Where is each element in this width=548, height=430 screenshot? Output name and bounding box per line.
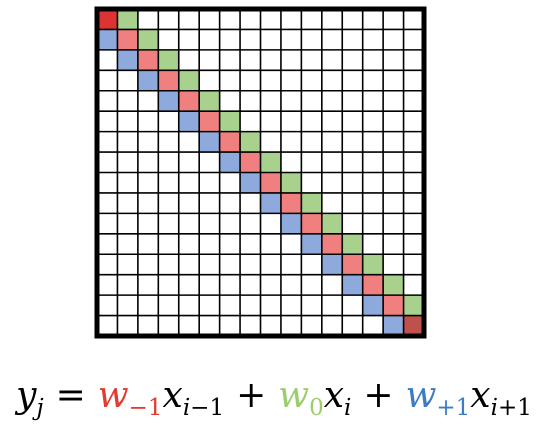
tridiagonal-matrix-figure (94, 6, 427, 339)
super-diagonal-cell (199, 90, 220, 112)
sub-diagonal-cell (199, 131, 220, 153)
sub-diagonal-cell (137, 70, 159, 91)
sub-diagonal-cell (240, 172, 261, 193)
main-diagonal-cell (97, 9, 118, 30)
term-w-plus-1: w+1xi+1 (405, 374, 532, 421)
main-diagonal-cell (178, 90, 200, 112)
super-diagonal-cell (342, 233, 363, 255)
sub-diagonal-cell (280, 213, 302, 234)
super-diagonal-cell (260, 152, 281, 173)
super-diagonal-cell (403, 295, 424, 316)
main-diagonal-cell (342, 254, 363, 275)
main-diagonal-cell (321, 233, 343, 255)
convolution-equation: yj = w−1xi−1 + w0xi + w+1xi+1 (0, 360, 548, 430)
sub-diagonal-cell (97, 29, 118, 50)
main-diagonal-cell (383, 295, 404, 316)
term-w-minus-1: w−1xi−1 (97, 374, 225, 421)
main-diagonal-cell (240, 152, 261, 173)
equation-lhs: yj (16, 374, 44, 421)
super-diagonal-cell (117, 9, 138, 30)
sub-diagonal-cell (383, 315, 404, 336)
main-diagonal-cell (199, 111, 220, 132)
super-diagonal-cell (240, 131, 261, 153)
equals-sign: = (55, 374, 86, 416)
sub-diagonal-cell (301, 233, 322, 255)
sub-diagonal-cell (342, 274, 363, 296)
main-diagonal-cell (137, 49, 159, 71)
super-diagonal-cell (158, 49, 179, 71)
main-diagonal-cell (219, 131, 241, 153)
main-diagonal-cell (260, 172, 281, 193)
sub-diagonal-cell (117, 49, 138, 71)
plus-sign-1: + (236, 374, 267, 416)
super-diagonal-cell (301, 192, 322, 214)
main-diagonal-cell (362, 274, 384, 296)
super-diagonal-cell (321, 213, 343, 234)
sub-diagonal-cell (178, 111, 200, 132)
sub-diagonal-cell (158, 90, 179, 112)
super-diagonal-cell (178, 70, 200, 91)
main-diagonal-cell (117, 29, 138, 50)
matrix-gridlines (97, 9, 424, 336)
matrix-outer-border (94, 6, 427, 339)
matrix-cells (97, 9, 424, 336)
main-diagonal-cell (280, 192, 302, 214)
super-diagonal-cell (383, 274, 404, 296)
super-diagonal-cell (137, 29, 159, 50)
sub-diagonal-cell (260, 192, 281, 214)
sub-diagonal-cell (362, 295, 384, 316)
main-diagonal-cell (158, 70, 179, 91)
super-diagonal-cell (362, 254, 384, 275)
plus-sign-2: + (363, 374, 394, 416)
term-w-0: w0xi (278, 374, 352, 421)
super-diagonal-cell (280, 172, 302, 193)
super-diagonal-cell (219, 111, 241, 132)
sub-diagonal-cell (321, 254, 343, 275)
main-diagonal-cell (403, 315, 424, 336)
main-diagonal-cell (301, 213, 322, 234)
sub-diagonal-cell (219, 152, 241, 173)
